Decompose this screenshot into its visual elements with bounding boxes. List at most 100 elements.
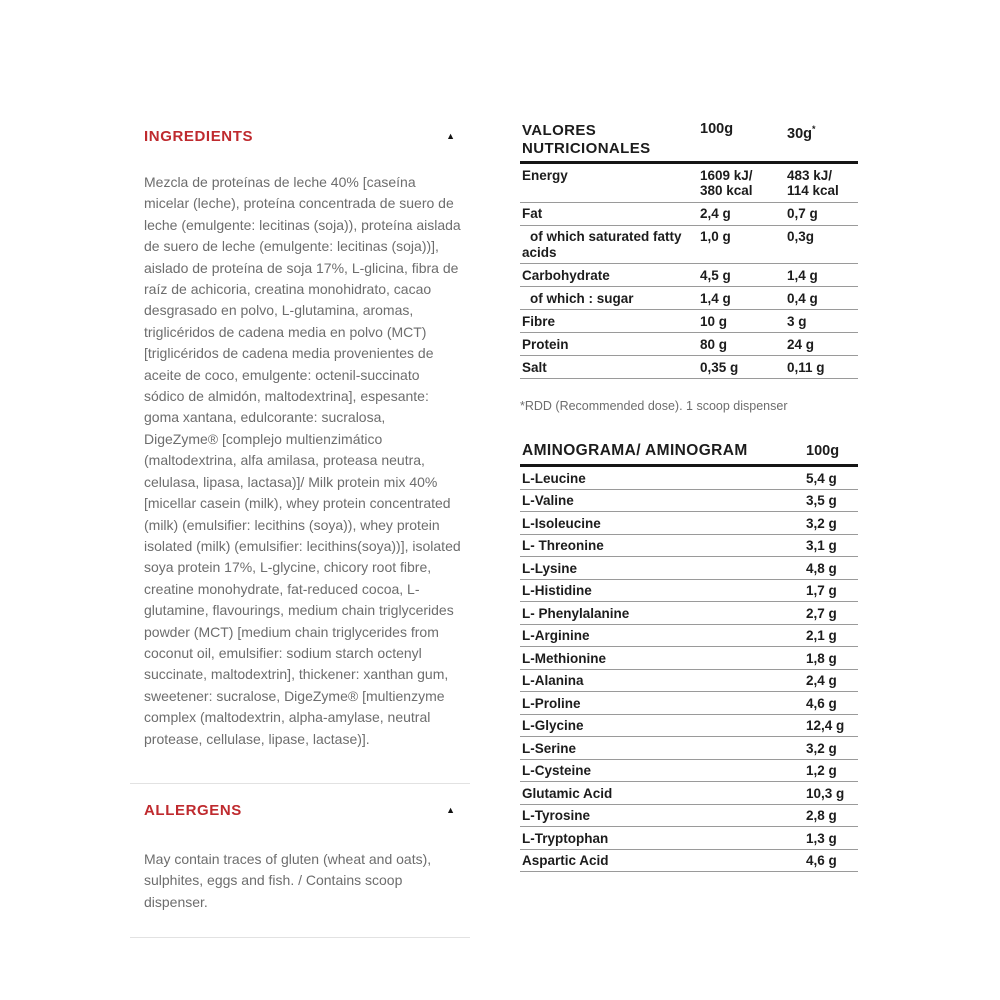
collapse-up-arrow-icon[interactable]: ▲	[446, 804, 455, 815]
ingredients-accordion-header[interactable]: INGREDIENTS ▲	[130, 125, 470, 148]
amino-acid-name: L- Phenylalanine	[522, 605, 630, 621]
nutrition-table-header: VALORES NUTRICIONALES 100g 30g*	[520, 121, 858, 164]
aminogram-column-header-100g: 100g	[806, 443, 840, 459]
amino-acid-name: L-Arginine	[522, 628, 590, 643]
nutrition-table-title: VALORES NUTRICIONALES	[522, 122, 651, 157]
aminogram-table-row: L- Threonine 3,1 g	[520, 535, 858, 557]
amino-acid-value-per-100g: 1,8 g	[806, 650, 837, 666]
ingredients-section: INGREDIENTS ▲ Mezcla de proteínas de lec…	[130, 125, 470, 750]
amino-acid-value-per-100g: 4,6 g	[806, 853, 837, 868]
aminogram-table-row: L-Tyrosine 2,8 g	[520, 805, 858, 827]
amino-acid-name: L-Tryptophan	[522, 830, 609, 846]
amino-acid-value-per-100g: 5,4 g	[806, 470, 837, 486]
aminogram-table-header: AMINOGRAMA/ AMINOGRAM 100g	[520, 442, 858, 467]
amino-acid-value-per-100g: 2,8 g	[806, 808, 837, 823]
section-divider	[130, 937, 470, 939]
amino-acid-name: L-Leucine	[522, 470, 586, 486]
amino-acid-value-per-100g: 2,7 g	[806, 605, 837, 621]
amino-acid-name: L-Alanina	[522, 673, 584, 688]
amino-acid-name: L-Serine	[522, 740, 577, 756]
aminogram-table-row: L-Methionine 1,8 g	[520, 647, 858, 670]
aminogram-table-row: Glutamic Acid 10,3 g	[520, 782, 858, 805]
nutrient-name: Fibre	[522, 313, 556, 329]
amino-acid-value-per-100g: 1,2 g	[806, 763, 837, 778]
nutrient-value-per-100g: 4,5 g	[700, 267, 731, 283]
aminogram-table-row: L-Alanina 2,4 g	[520, 670, 858, 692]
nutrient-value-per-100g: 10 g	[700, 313, 728, 329]
nutrient-value-per-30g: 0,7 g	[787, 206, 818, 221]
amino-acid-name: L-Tyrosine	[522, 808, 591, 823]
aminogram-table-row: L-Histidine 1,7 g	[520, 580, 858, 602]
nutrient-value-per-100g: 2,4 g	[700, 206, 731, 221]
aminogram-table-row: L-Proline 4,6 g	[520, 692, 858, 715]
amino-acid-name: L-Lysine	[522, 560, 578, 576]
column-header-30g-label: 30g	[787, 125, 812, 142]
collapse-up-arrow-icon[interactable]: ▲	[446, 131, 455, 141]
nutrient-name: Salt	[522, 359, 547, 375]
column-header-30g: 30g*	[787, 122, 858, 142]
amino-acid-name: L-Proline	[522, 695, 581, 711]
nutrition-table-row: of which : sugar 1,4 g 0,4 g	[520, 287, 858, 310]
amino-acid-value-per-100g: 12,4 g	[806, 718, 845, 733]
nutrition-table-row: Fat 2,4 g 0,7 g	[520, 203, 858, 226]
nutrient-name: Carbohydrate	[522, 267, 610, 283]
nutrition-table-row: Carbohydrate 4,5 g 1,4 g	[520, 264, 858, 287]
aminogram-table: AMINOGRAMA/ AMINOGRAM 100g L-Leucine 5,4…	[520, 442, 858, 872]
nutrient-value-per-100g: 1,0 g	[700, 229, 731, 244]
footnote-asterisk-marker: *	[812, 124, 816, 134]
nutrient-name: Energy	[522, 167, 568, 183]
nutrient-value-per-100g: 1609 kJ/ 380 kcal	[700, 167, 753, 199]
nutrition-table-row: of which saturated fatty acids 1,0 g 0,3…	[520, 226, 858, 264]
nutrient-value-per-30g: 483 kJ/ 114 kcal	[787, 167, 839, 199]
amino-acid-value-per-100g: 1,7 g	[806, 583, 837, 598]
amino-acid-name: L-Isoleucine	[522, 515, 601, 531]
allergens-text: May contain traces of gluten (wheat and …	[144, 850, 432, 910]
nutrient-value-per-30g: 0,3g	[787, 229, 815, 244]
section-divider	[130, 782, 470, 784]
amino-acid-value-per-100g: 10,3 g	[806, 785, 845, 801]
aminogram-table-row: L-Tryptophan 1,3 g	[520, 827, 858, 850]
nutrient-value-per-100g: 1,4 g	[700, 290, 731, 306]
amino-acid-name: L-Histidine	[522, 583, 592, 598]
nutrient-name: Fat	[522, 206, 543, 221]
nutrient-name: of which : sugar	[530, 290, 634, 306]
amino-acid-value-per-100g: 4,8 g	[806, 560, 837, 576]
nutrition-values-table: VALORES NUTRICIONALES 100g 30g* Energy 1…	[520, 121, 858, 379]
aminogram-table-row: L-Arginine 2,1 g	[520, 625, 858, 647]
amino-acid-value-per-100g: 3,5 g	[806, 493, 837, 508]
aminogram-table-title: AMINOGRAMA/ AMINOGRAM	[522, 442, 748, 459]
product-accordion-panel: INGREDIENTS ▲ Mezcla de proteínas de lec…	[130, 125, 470, 939]
amino-acid-value-per-100g: 3,2 g	[806, 740, 837, 756]
ingredients-text: Mezcla de proteínas de leche 40% [caseín…	[144, 174, 461, 747]
nutrient-value-per-30g: 0,11 g	[787, 359, 825, 375]
amino-acid-name: L-Glycine	[522, 718, 584, 733]
aminogram-table-row: Aspartic Acid 4,6 g	[520, 850, 858, 872]
amino-acid-value-per-100g: 1,3 g	[806, 830, 837, 846]
nutrition-panel: VALORES NUTRICIONALES 100g 30g* Energy 1…	[520, 121, 858, 872]
aminogram-table-row: L-Lysine 4,8 g	[520, 557, 858, 580]
aminogram-table-row: L-Serine 3,2 g	[520, 737, 858, 760]
nutrient-value-per-30g: 0,4 g	[787, 290, 818, 306]
amino-acid-value-per-100g: 4,6 g	[806, 695, 837, 711]
nutrition-table-row: Energy 1609 kJ/ 380 kcal 483 kJ/ 114 kca…	[520, 164, 858, 203]
nutrient-value-per-30g: 3 g	[787, 313, 807, 329]
nutrient-value-per-100g: 80 g	[700, 336, 728, 352]
amino-acid-name: L-Cysteine	[522, 763, 592, 778]
aminogram-table-row: L-Glycine 12,4 g	[520, 715, 858, 737]
aminogram-table-row: L-Valine 3,5 g	[520, 490, 858, 512]
allergens-section: ALLERGENS ▲ May contain traces of gluten…	[130, 799, 470, 913]
amino-acid-value-per-100g: 3,1 g	[806, 538, 837, 553]
amino-acid-name: L- Threonine	[522, 538, 604, 553]
aminogram-table-row: L- Phenylalanine 2,7 g	[520, 602, 858, 625]
aminogram-table-row: L-Isoleucine 3,2 g	[520, 512, 858, 535]
nutrient-name: Protein	[522, 336, 569, 352]
ingredients-title: INGREDIENTS	[144, 128, 254, 145]
allergens-title: ALLERGENS	[144, 801, 242, 819]
nutrient-value-per-100g: 0,35 g	[700, 359, 739, 375]
amino-acid-name: L-Valine	[522, 493, 574, 508]
nutrition-table-row: Fibre 10 g 3 g	[520, 310, 858, 333]
nutrient-name: of which saturated fatty acids	[522, 229, 682, 260]
amino-acid-name: Aspartic Acid	[522, 853, 609, 868]
allergens-accordion-header[interactable]: ALLERGENS ▲	[130, 799, 470, 822]
nutrient-value-per-30g: 24 g	[787, 336, 815, 352]
